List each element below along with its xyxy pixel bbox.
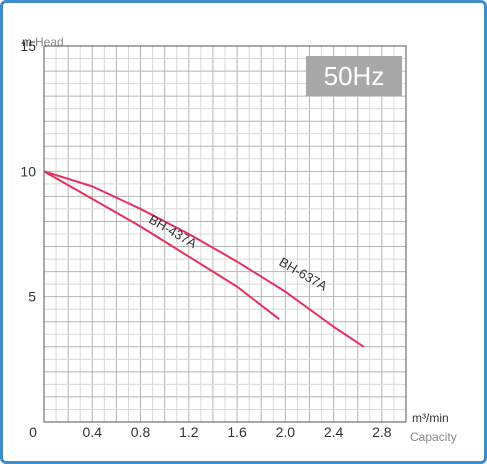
curves <box>43 170 365 348</box>
plot-border <box>43 45 407 423</box>
x-tick-label: 0.4 <box>83 424 103 440</box>
x-tick-label: 2.4 <box>324 424 344 440</box>
x-tick-labels: 0.4 0.8 1.2 1.6 2.0 2.4 2.8 <box>83 424 392 440</box>
x-tick-label: 1.6 <box>227 424 247 440</box>
curve-bh-637a <box>43 170 365 348</box>
x-tick-label: 1.2 <box>179 424 199 440</box>
x-tick-label: 2.0 <box>276 424 296 440</box>
y-axis-label: Head <box>35 35 64 49</box>
badge-label: 50Hz <box>324 61 385 91</box>
y-axis-unit: m <box>22 35 32 49</box>
y-tick-label: 5 <box>28 289 36 305</box>
x-tick-label: 0.8 <box>131 424 151 440</box>
badge: 50Hz <box>306 56 402 96</box>
y-tick-label: 15 <box>20 38 36 54</box>
curve-label-bh-637a: BH-637A <box>277 254 330 294</box>
x-tick-label: 2.8 <box>372 424 392 440</box>
y-tick-label: 10 <box>20 163 36 179</box>
x-axis-label: Capacity <box>410 430 457 444</box>
badge-background <box>306 56 402 96</box>
grid <box>44 46 406 422</box>
curve-label-bh-437a: BH-437A <box>146 212 199 252</box>
y-tick-labels: 5 10 15 <box>20 38 36 305</box>
curve-bh-437a <box>43 170 280 321</box>
x-axis-unit: m³/min <box>412 411 449 425</box>
x-origin-label: 0 <box>29 424 37 440</box>
